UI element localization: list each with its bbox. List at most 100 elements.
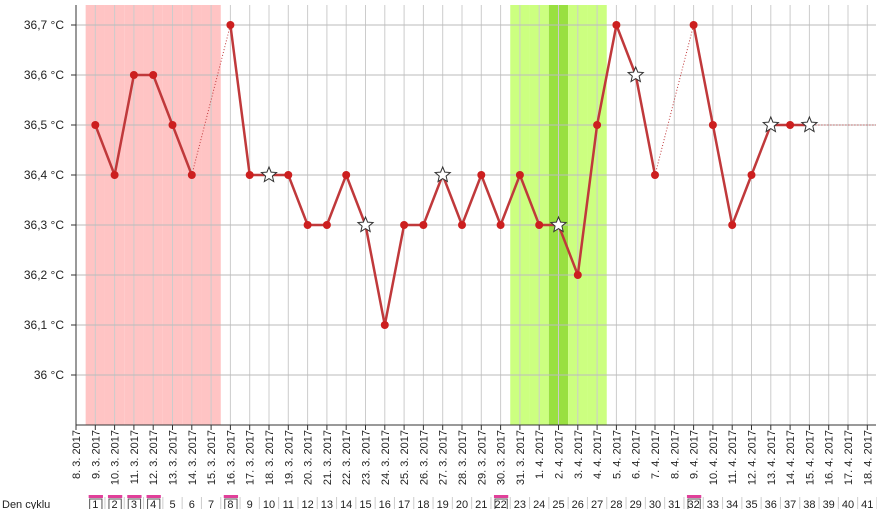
x-tick-label: 1. 4. 2017 [534, 430, 546, 479]
cycle-day: 5 [169, 499, 175, 509]
x-tick-label: 3. 4. 2017 [573, 430, 585, 479]
cycle-day: 3 [131, 499, 137, 509]
cycle-day: 4 [150, 499, 156, 509]
cycle-mark [127, 495, 142, 498]
cycle-day: 38 [803, 499, 815, 509]
x-tick-label: 24. 3. 2017 [380, 430, 392, 485]
dot-marker [728, 221, 737, 229]
x-tick-label: 12. 3. 2017 [148, 430, 160, 485]
cycle-day: 10 [263, 499, 275, 509]
y-tick-label: 36,2 °C [24, 268, 64, 282]
dot-marker [342, 171, 351, 179]
dot-marker [689, 21, 698, 29]
x-tick-label: 10. 4. 2017 [708, 430, 720, 485]
x-tick-label: 10. 3. 2017 [110, 430, 122, 485]
x-tick-label: 17. 3. 2017 [245, 430, 257, 485]
x-tick-label: 18. 3. 2017 [264, 430, 276, 485]
dot-marker [245, 171, 254, 179]
cycle-day: 26 [572, 499, 584, 509]
cycle-day: 33 [707, 499, 719, 509]
cycle-day: 29 [630, 499, 642, 509]
y-tick-label: 36 °C [34, 368, 64, 382]
x-tick-label: 27. 3. 2017 [438, 430, 450, 485]
cycle-day: 28 [610, 499, 622, 509]
cycle-box [127, 498, 142, 509]
x-tick-label: 26. 3. 2017 [418, 430, 430, 485]
dot-marker [593, 121, 602, 129]
x-tick-label: 25. 3. 2017 [399, 430, 411, 485]
cycle-day: 25 [552, 499, 564, 509]
x-tick-label: 14. 3. 2017 [187, 430, 199, 485]
dot-marker [651, 171, 659, 179]
cycle-day: 15 [359, 499, 371, 509]
cycle-day: 13 [321, 499, 333, 509]
y-tick-label: 36,4 °C [24, 168, 64, 182]
dot-marker [786, 121, 795, 129]
cycle-day: 37 [784, 499, 796, 509]
star-marker [356, 215, 375, 233]
cycle-box [494, 498, 508, 509]
cycle-box [108, 498, 122, 509]
x-tick-label: 22. 3. 2017 [341, 430, 353, 485]
star-marker [761, 115, 780, 133]
dot-marker [380, 321, 389, 329]
star-marker [549, 215, 568, 233]
dot-marker [187, 171, 196, 179]
x-tick-label: 17. 4. 2017 [843, 430, 855, 485]
cycle-day: 36 [765, 499, 777, 509]
cycle-day: 27 [591, 499, 603, 509]
dot-marker [535, 221, 544, 229]
dot-marker [129, 71, 138, 79]
x-tick-label: 7. 4. 2017 [650, 430, 662, 479]
dot-marker [303, 221, 312, 229]
dot-marker [458, 221, 466, 229]
x-tick-label: 28. 3. 2017 [457, 430, 469, 485]
x-tick-label: 8. 4. 2017 [669, 430, 681, 479]
gap-connector [654, 24, 695, 176]
dot-marker [708, 121, 717, 129]
x-tick-label: 11. 3. 2017 [129, 430, 141, 484]
cycle-day: 31 [668, 499, 680, 509]
cycle-day: 7 [208, 499, 214, 509]
cycle-day: 19 [437, 499, 449, 509]
x-tick-label: 13. 4. 2017 [766, 430, 778, 485]
cycle-day: 30 [649, 499, 661, 509]
cycle-day: 11 [283, 499, 294, 509]
cycle-day: 8 [227, 499, 233, 509]
dot-marker [149, 71, 158, 79]
x-tick-label: 15. 4. 2017 [804, 430, 816, 485]
cycle-box [147, 498, 161, 509]
cycle-box [89, 498, 103, 509]
x-tick-label: 18. 4. 2017 [862, 430, 874, 485]
dot-marker [515, 171, 524, 179]
dot-marker [612, 21, 621, 29]
star-marker [260, 165, 278, 183]
x-tick-label: 13. 3. 2017 [168, 430, 180, 485]
x-tick-label: 19. 3. 2017 [283, 430, 295, 485]
y-tick-label: 36,7 °C [24, 18, 64, 32]
dot-marker [400, 221, 409, 229]
star-marker [800, 115, 819, 133]
cycle-day: 2 [112, 499, 118, 509]
temperature-line [94, 73, 193, 180]
x-tick-label: 9. 4. 2017 [689, 430, 701, 479]
cycle-day: 21 [475, 499, 487, 509]
star-marker [626, 65, 645, 83]
cycle-box [224, 498, 238, 509]
x-tick-label: 2. 4. 2017 [554, 430, 566, 479]
dot-marker [110, 171, 119, 179]
cycle-day: 41 [861, 499, 873, 509]
x-tick-label: 16. 4. 2017 [824, 430, 836, 485]
cycle-day: 20 [456, 499, 468, 509]
x-tick-label: 5. 4. 2017 [611, 430, 623, 479]
cycle-mark [88, 495, 103, 498]
cycle-mark [223, 495, 239, 498]
cycle-box [687, 498, 701, 509]
x-tick-label: 23. 3. 2017 [361, 430, 373, 485]
cycle-day: 12 [301, 499, 313, 509]
gap-connector [191, 24, 231, 176]
x-tick-label: 16. 3. 2017 [225, 430, 237, 485]
dot-marker [419, 221, 428, 229]
cycle-day: 22 [494, 499, 506, 509]
